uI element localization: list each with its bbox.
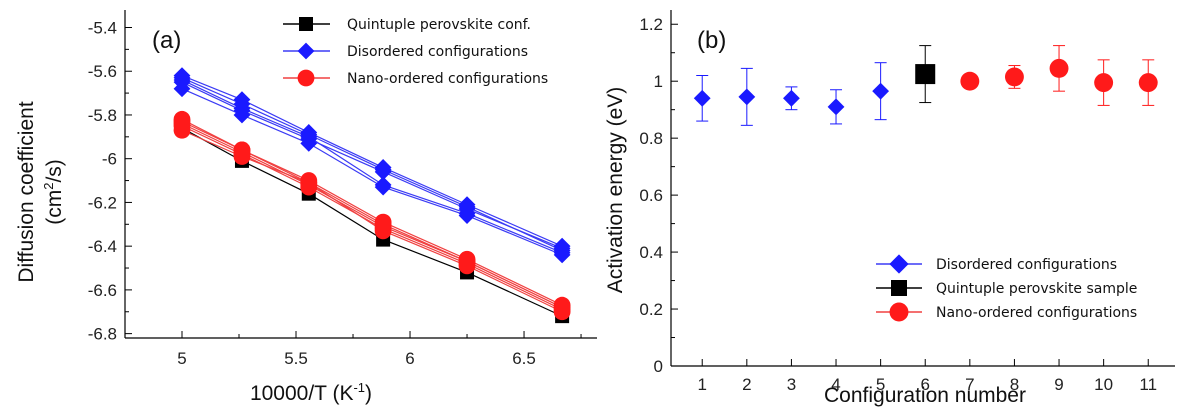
panel-a-legend-label-disordered: Disordered configurations xyxy=(347,44,528,60)
panel-b-point-disordered xyxy=(738,88,756,106)
panel-b-y-tick-label: 0.4 xyxy=(639,243,663,262)
panel-a-series-line-nano xyxy=(181,129,563,313)
panel-a-x-tick-label: 6 xyxy=(405,349,414,368)
panel-a-marker-disordered xyxy=(173,80,191,98)
panel-b-y-axis-title: Activation energy (eV) xyxy=(604,87,627,294)
panel-a-legend-label-nano: Nano-ordered configurations xyxy=(347,71,548,87)
panel-a-legend-marker-nano xyxy=(297,69,315,87)
panel-a-y-tick-label: -6.8 xyxy=(88,325,117,344)
panel-b-x-tick-label: 7 xyxy=(965,375,974,394)
panel-b: 0 0.2 0.4 0.6 0.8 1 1.2 1 2 3 4 5 6 7 8 9 10 11 (b) Disor… xyxy=(604,10,1175,407)
panel-b-legend-marker-nano xyxy=(889,302,909,322)
panel-a-marker-disordered xyxy=(458,207,476,224)
panel-b-point-disordered xyxy=(693,89,711,107)
panel-b-point-nano xyxy=(1094,73,1114,93)
panel-b-x-tick-label: 8 xyxy=(1010,375,1019,394)
panel-a-series-line-disordered xyxy=(181,75,563,247)
panel-a-y-title-line1: Diffusion coefficient xyxy=(15,101,38,282)
panel-a-marker-disordered xyxy=(374,178,392,196)
panel-a-x-axis-title: 10000/T (K-1) xyxy=(250,380,372,405)
panel-a-series-line-disordered xyxy=(181,77,563,252)
panel-a-axes: -6.8 -6.6 -6.4 -6.2 -6 -5.8 -5.6 -5.4 5 5.5 6 6.5 xyxy=(88,10,597,368)
panel-a-marker-nano xyxy=(374,215,392,233)
panel-b-point-disordered xyxy=(827,98,845,116)
panel-a-series-line-disordered xyxy=(181,88,563,256)
panel-b-point-disordered xyxy=(783,89,800,107)
panel-a-series-lines xyxy=(181,75,563,317)
panel-b-legend: Disordered configurations Quintuple perov… xyxy=(876,254,1137,322)
panel-b-x-tick-label: 5 xyxy=(876,375,885,394)
panel-a-legend-marker-disordered xyxy=(297,42,315,60)
panel-b-x-tick-label: 3 xyxy=(787,375,796,394)
panel-a-marker-nano xyxy=(300,174,318,192)
panel-b-label: (b) xyxy=(697,27,726,54)
panel-b-x-tick-label: 9 xyxy=(1054,375,1063,394)
panel-a-marker-disordered xyxy=(233,95,251,113)
panel-a-marker-disordered xyxy=(173,69,191,87)
panel-a-series-line-disordered xyxy=(181,79,563,254)
panel-a-x-tick-label: 6.5 xyxy=(512,349,536,368)
panel-a-marker-nano xyxy=(458,253,476,270)
panel-a-marker-disordered xyxy=(300,126,318,144)
panel-b-x-tick-label: 4 xyxy=(831,375,840,394)
panel-a-y-tick-label: -5.8 xyxy=(88,106,117,125)
panel-a-x-tick-label: 5.5 xyxy=(284,349,308,368)
panel-a-y-tick-label: -6.2 xyxy=(88,193,117,212)
panel-b-y-tick-label: 0.2 xyxy=(639,300,663,319)
panel-a-legend-marker-quintuple xyxy=(299,17,313,31)
panel-a-y-tick-label: -6.6 xyxy=(88,281,117,300)
panel-a-x-tick-label: 5 xyxy=(177,349,186,368)
panel-b-legend-label-nano: Nano-ordered configurations xyxy=(936,305,1137,321)
panel-b-x-tick-label: 6 xyxy=(920,375,929,394)
panel-a-legend-label-quintuple: Quintuple perovskite conf. xyxy=(347,17,531,33)
panel-b-legend-marker-quintuple xyxy=(891,280,907,296)
panel-b-x-tick-label: 10 xyxy=(1094,375,1113,394)
panel-a-markers xyxy=(173,67,571,324)
panel-a-y-title-line2: (cm2/s) xyxy=(41,159,66,225)
panel-b-y-tick-label: 0.8 xyxy=(639,129,663,148)
panel-b-y-tick-label: 1.2 xyxy=(639,15,663,34)
panel-a-marker-disordered xyxy=(233,106,251,124)
panel-a-series-line-disordered xyxy=(181,81,563,249)
panel-b-x-tick-label: 1 xyxy=(697,375,706,394)
panel-b-point-nano xyxy=(1004,67,1024,87)
panel-b-points xyxy=(693,45,1158,126)
panel-a-y-tick-label: -6 xyxy=(102,150,117,169)
panel-a-series-line-quintuple xyxy=(181,127,563,317)
panel-b-point-nano xyxy=(1049,58,1069,78)
panel-a-y-tick-label: -6.4 xyxy=(88,237,117,256)
panel-b-point-disordered xyxy=(872,82,890,100)
panel-b-point-nano xyxy=(960,71,980,91)
panel-b-y-tick-label: 1 xyxy=(654,72,663,91)
panel-a-y-tick-label: -5.4 xyxy=(88,18,117,37)
panel-b-legend-label-quintuple: Quintuple perovskite sample xyxy=(936,281,1137,297)
panel-b-y-tick-label: 0 xyxy=(654,357,663,376)
panel-b-axes: 0 0.2 0.4 0.6 0.8 1 1.2 1 2 3 4 5 6 7 8 9 10 11 xyxy=(639,10,1175,394)
panel-a-marker-disordered xyxy=(300,134,318,152)
panel-b-y-tick-label: 0.6 xyxy=(639,186,663,205)
panel-a-y-axis-title: Diffusion coefficient (cm2/s) xyxy=(15,101,66,282)
panel-b-legend-label-disordered: Disordered configurations xyxy=(936,257,1117,273)
panel-b-x-tick-label: 2 xyxy=(742,375,751,394)
panel-a-marker-nano xyxy=(173,113,191,130)
panel-a-marker-disordered xyxy=(374,161,392,179)
panel-b-point-nano xyxy=(1138,73,1158,93)
panel-b-x-tick-label: 11 xyxy=(1139,375,1157,394)
panel-a-y-tick-label: -5.6 xyxy=(88,62,117,81)
panel-a-marker-disordered xyxy=(458,198,476,216)
panel-a-series-line-nano xyxy=(181,125,563,311)
panel-a-legend: Quintuple perovskite conf. Disordered con… xyxy=(283,17,548,87)
panel-b-point-quintuple xyxy=(915,64,936,85)
panel-a-label: (a) xyxy=(152,27,181,54)
panel-b-legend-marker-disordered xyxy=(889,254,909,274)
panel-a: -6.8 -6.6 -6.4 -6.2 -6 -5.8 -5.6 -5.4 5 5.5 6 6.5 (… xyxy=(15,10,597,405)
panel-a-marker-nano xyxy=(233,141,251,159)
panel-a-series-line-nano xyxy=(181,120,563,308)
panel-b-x-axis-title: Configuration number xyxy=(824,384,1026,407)
panel-a-marker-nano xyxy=(553,298,571,316)
panel-a-marker-disordered xyxy=(553,242,571,259)
